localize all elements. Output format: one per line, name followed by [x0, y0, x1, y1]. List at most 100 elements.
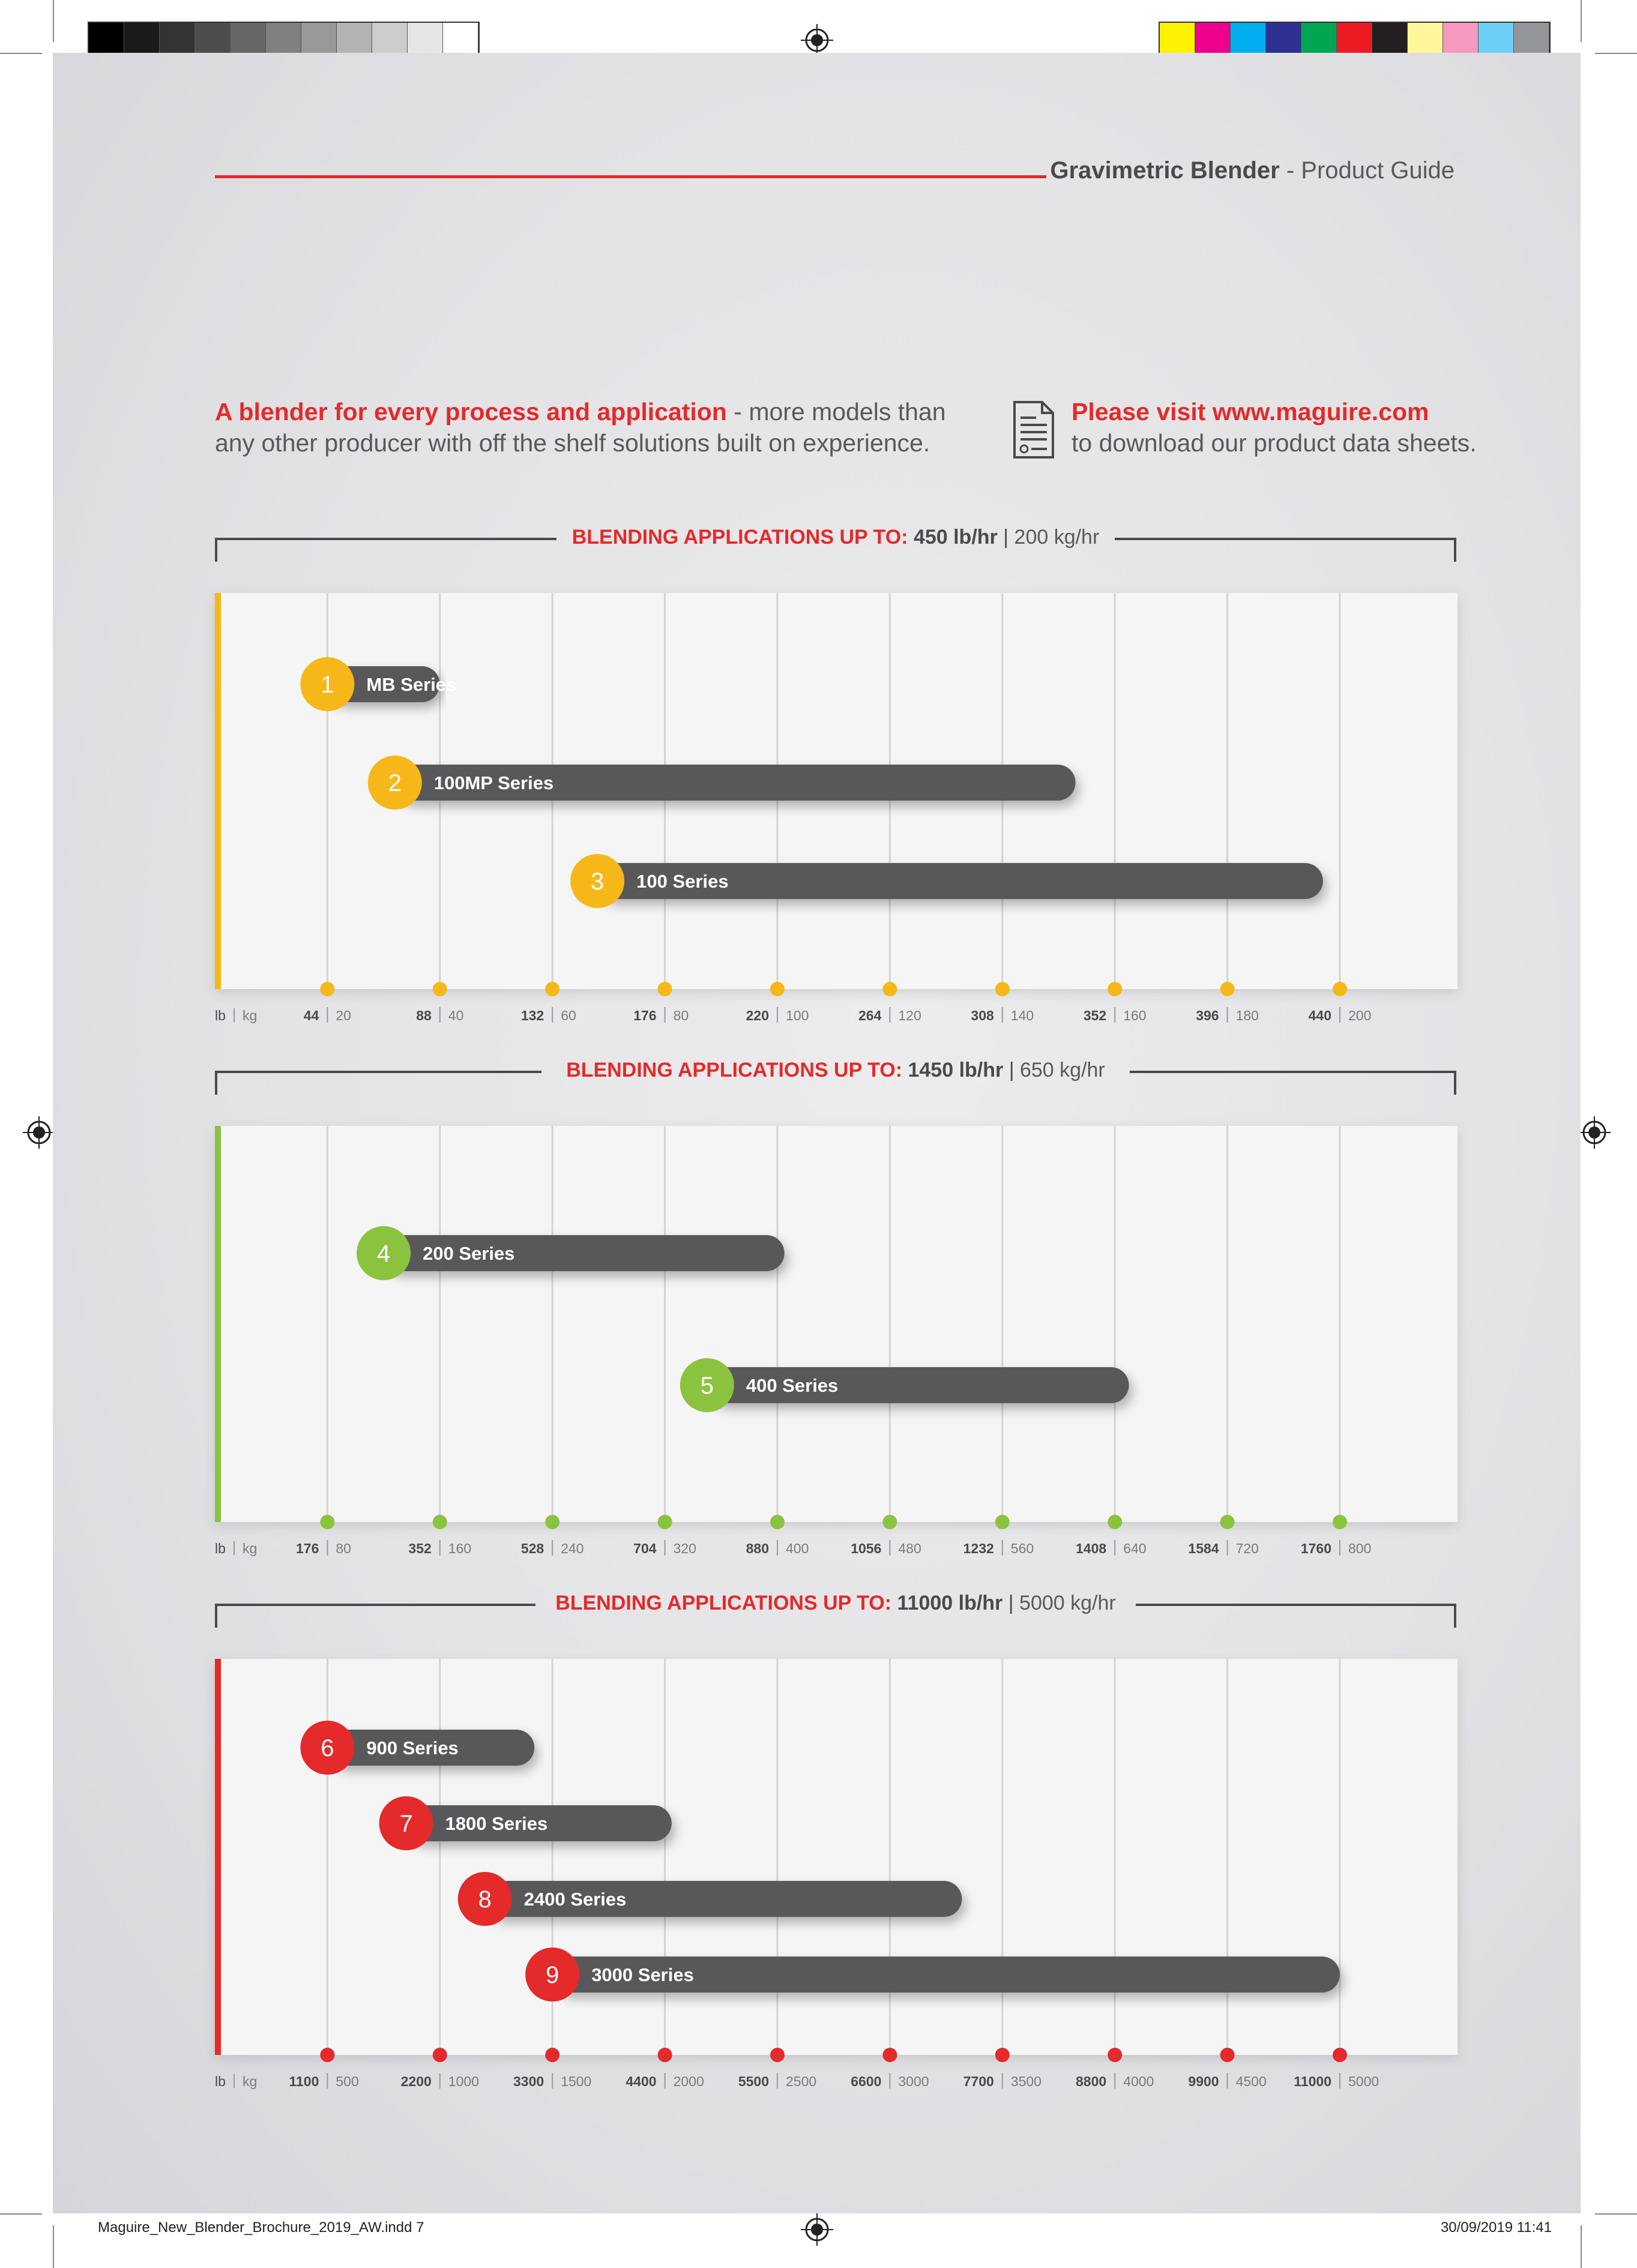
series-number: 8 [478, 1886, 492, 1913]
tick-label-lb: 8800 [1076, 2074, 1106, 2089]
tick-label-kg: 100 [786, 1008, 809, 1023]
axis-tick-dot [1108, 1515, 1123, 1529]
grayscale-color-bar [88, 22, 480, 59]
series-bar [484, 1881, 962, 1917]
tick-label-lb: 880 [746, 1541, 769, 1556]
axis-tick-dot [657, 2048, 672, 2062]
axis-tick-dot [1333, 982, 1347, 996]
tick-label-kg: 40 [448, 1008, 464, 1023]
series-number: 9 [546, 1962, 559, 1988]
section-title-kg: 650 kg/hr [1019, 1059, 1105, 1081]
heading-bracket-left [215, 1071, 541, 1095]
chart-1: 44 20 88 40 132 60 176 80 220 100 264 120 308 140 352 1… [215, 593, 1458, 1023]
intro-line-1: A blender for every process and applicat… [215, 396, 946, 427]
page-header: Gravimetric Blender - Product Guide [215, 157, 1455, 187]
section-title: BLENDING APPLICATIONS UP TO: 1450 lb/hr … [215, 1059, 1456, 1082]
tick-label-lb: 352 [408, 1541, 431, 1556]
tick-label-lb: 3300 [513, 2074, 544, 2089]
series-label: 3000 Series [591, 1964, 694, 1985]
series-bar [327, 666, 440, 702]
axis-tick-dot [320, 982, 335, 996]
series-number: 6 [321, 1735, 334, 1761]
tick-label-kg: 60 [561, 1008, 576, 1023]
series-number-badge [570, 854, 625, 908]
section-title-kg: 5000 kg/hr [1019, 1592, 1116, 1614]
chart-accent-bar [215, 1659, 221, 2055]
section-title-lb: 450 lb/hr [913, 526, 998, 549]
axis-unit-kg: kg [243, 1008, 257, 1023]
registration-mark-icon [1578, 1116, 1611, 1149]
section-title-kg: 200 kg/hr [1014, 526, 1100, 549]
tick-label-lb: 1056 [851, 1541, 881, 1556]
axis-tick-dot [545, 982, 560, 996]
series-label: 900 Series [366, 1737, 458, 1758]
page-title: Gravimetric Blender - Product Guide [1050, 157, 1455, 184]
intro-right-line-2: to download our product data sheets. [1072, 429, 1477, 457]
tick-label-kg: 3500 [1011, 2074, 1042, 2089]
axis-unit-lb: lb [215, 1008, 226, 1023]
axis-tick-dot [320, 1515, 335, 1529]
footer-datetime: 30/09/2019 11:41 [1440, 2219, 1552, 2236]
tick-label-kg: 200 [1348, 1008, 1371, 1023]
tick-label-lb: 6600 [851, 2074, 881, 2089]
axis-tick-dot [432, 982, 447, 996]
series-label: 400 Series [746, 1375, 838, 1396]
tick-label-kg: 120 [898, 1008, 921, 1023]
axis-tick-dot [770, 1515, 785, 1529]
axis-tick-dot [657, 982, 672, 996]
crop-mark-top-right [1595, 53, 1637, 54]
heading-bracket-right [1130, 1071, 1456, 1095]
tick-label-kg: 640 [1123, 1541, 1146, 1556]
series-number: 5 [701, 1373, 714, 1399]
series-number-badge [457, 1872, 512, 1926]
series-label: 100MP Series [434, 772, 553, 793]
series-label: 200 Series [423, 1243, 514, 1264]
tick-label-lb: 11000 [1294, 2074, 1331, 2089]
section-title-separator: | [1003, 526, 1009, 549]
axis-tick-dot [995, 2048, 1010, 2062]
heading-bracket-right [1115, 538, 1456, 562]
axis-tick-dot [770, 2048, 785, 2062]
tick-label-lb: 44 [304, 1008, 319, 1023]
series-bar [394, 765, 1076, 801]
tick-label-kg: 560 [1011, 1541, 1034, 1556]
series-label: 100 Series [636, 871, 728, 892]
tick-label-lb: 264 [858, 1008, 882, 1023]
tick-label-lb: 440 [1309, 1008, 1331, 1023]
axis-unit-lb: lb [215, 1541, 226, 1556]
section-title-separator: | [1008, 1592, 1014, 1614]
series-bar [707, 1367, 1129, 1403]
axis-tick-dot [882, 1515, 897, 1529]
series-bar [597, 863, 1323, 899]
tick-label-lb: 396 [1196, 1008, 1219, 1023]
chart-panel [215, 1126, 1458, 1522]
tick-label-lb: 132 [521, 1008, 544, 1023]
website-link[interactable]: Please visit www.maguire.com [1072, 398, 1429, 426]
registration-mark-icon [801, 24, 833, 56]
series-label: MB Series [366, 674, 456, 695]
section-title-label: BLENDING APPLICATIONS UP TO: [571, 526, 908, 549]
tick-label-kg: 320 [674, 1541, 696, 1556]
section-title-label: BLENDING APPLICATIONS UP TO: [566, 1059, 903, 1081]
tick-label-kg: 2000 [674, 2074, 704, 2089]
tick-label-lb: 176 [633, 1008, 656, 1023]
tick-label-kg: 240 [561, 1541, 583, 1556]
crop-mark-bottom-right-v [1581, 2225, 1582, 2268]
series-bar [327, 1730, 535, 1766]
section-title: BLENDING APPLICATIONS UP TO: 11000 lb/hr… [215, 1592, 1456, 1615]
tick-label-kg: 4500 [1236, 2074, 1267, 2089]
tick-label-kg: 480 [898, 1541, 921, 1556]
axis-tick-dot [1333, 2048, 1347, 2062]
axis-unit-kg: kg [243, 1541, 257, 1556]
tick-label-kg: 160 [448, 1541, 471, 1556]
section-title-lb: 11000 lb/hr [897, 1592, 1003, 1614]
heading-bracket-left [215, 538, 556, 562]
axis-tick-dot [770, 982, 785, 996]
axis-tick-dot [995, 1515, 1010, 1529]
registration-mark-icon [23, 1116, 55, 1149]
axis-tick-dot [1108, 982, 1123, 996]
tick-label-kg: 500 [336, 2074, 358, 2089]
tick-label-lb: 528 [521, 1541, 544, 1556]
series-number: 7 [399, 1811, 412, 1837]
tick-label-kg: 180 [1236, 1008, 1259, 1023]
